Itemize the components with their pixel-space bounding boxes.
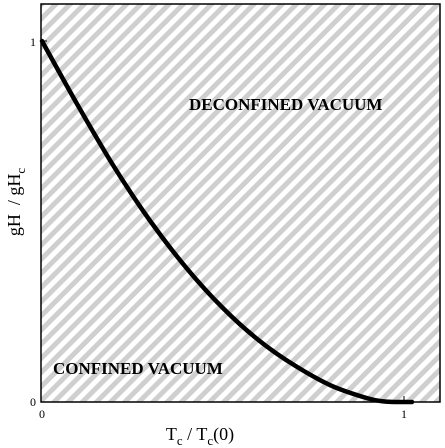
x-axis-label-sub: c (177, 433, 183, 448)
phase-boundary-curve (39, 38, 415, 405)
x-axis-label-tail: (0) (213, 424, 234, 445)
y-axis-label-sep: / gH (4, 174, 24, 215)
plot-frame (40, 3, 441, 403)
x-axis-label-main: T (166, 424, 177, 444)
plot-area (41, 4, 440, 402)
y-axis-label-sub: c (13, 168, 28, 174)
x-tick-label-0: 0 (39, 407, 45, 421)
y-axis-label-main: gH (4, 214, 24, 236)
x-axis-label: Tc / Tc(0) (166, 424, 234, 448)
y-tick-label-0: 0 (30, 395, 36, 409)
y-tick-label-1: 1 (30, 35, 36, 49)
y-axis-label: gH / gHc (4, 168, 28, 237)
confined-region-label: CONFINED VACUUM (53, 359, 223, 378)
x-tick-label-1: 1 (401, 407, 407, 421)
x-axis-label-sub2: c (207, 433, 213, 448)
deconfined-region-label: DECONFINED VACUUM (189, 95, 382, 114)
x-axis-label-rest: / T (183, 424, 208, 444)
